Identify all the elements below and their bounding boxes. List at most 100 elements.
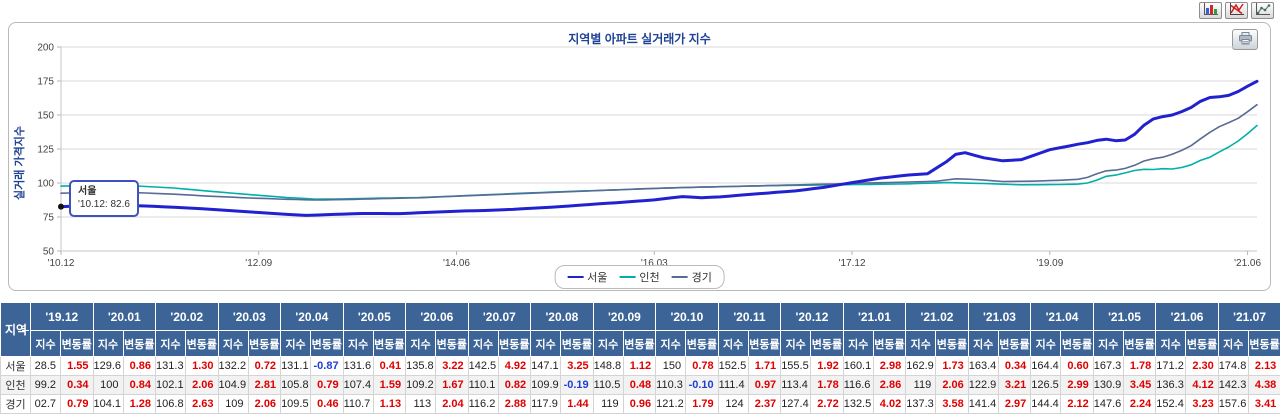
legend-item-경기[interactable]: 경기	[671, 269, 712, 285]
index-value-cell: 119	[905, 375, 937, 395]
region-column-header: 지역	[0, 302, 31, 357]
change-column-header: 변동률	[997, 330, 1032, 357]
change-column-header: 변동률	[1247, 330, 1280, 357]
change-rate-cell: 2.86	[872, 375, 907, 395]
change-column-header: 변동률	[60, 330, 94, 357]
change-rate-cell: -0.10	[685, 375, 719, 395]
index-column-header: 지수	[405, 330, 437, 357]
change-rate-cell: 2.98	[872, 356, 907, 376]
index-value-cell: 147.6	[1092, 394, 1124, 414]
index-column-header: 지수	[30, 330, 61, 357]
print-button[interactable]	[1232, 29, 1258, 50]
change-rate-cell: 2.06	[935, 375, 969, 395]
index-value-cell: 113.4	[780, 375, 812, 395]
index-value-cell: 130.9	[1092, 375, 1124, 395]
index-value-cell: 136.3	[1155, 375, 1187, 395]
index-column-header: 지수	[342, 330, 374, 357]
month-header: '20.09	[592, 302, 657, 331]
change-column-header: 변동률	[685, 330, 719, 357]
change-rate-cell: 1.92	[810, 356, 844, 376]
change-rate-cell: 1.28	[122, 394, 157, 414]
index-column-header: 지수	[1092, 330, 1124, 357]
index-value-cell: 02.7	[30, 394, 61, 414]
table-row-서울: 서울 28.5 1.55 129.6 0.86 131.3 1.30 132.2 0.72 131…	[0, 356, 1280, 376]
bar-chart-button[interactable]	[1199, 2, 1222, 19]
change-rate-cell: 0.86	[122, 356, 157, 376]
change-rate-cell: 2.12	[1060, 394, 1094, 414]
region-cell: 경기	[0, 394, 31, 414]
index-column-header: 지수	[905, 330, 937, 357]
change-rate-cell: -0.87	[310, 356, 344, 376]
index-value-cell: 142.5	[467, 356, 499, 376]
index-value-cell: 110.5	[592, 375, 624, 395]
change-rate-cell: 2.99	[1060, 375, 1094, 395]
x-tick-label: '19.09	[1036, 258, 1063, 269]
change-column-header: 변동률	[810, 330, 844, 357]
change-rate-cell: 4.38	[1247, 375, 1280, 395]
change-rate-cell: 0.78	[685, 356, 719, 376]
month-header: '21.06	[1155, 302, 1219, 331]
legend-item-서울[interactable]: 서울	[567, 269, 607, 285]
index-value-cell: 126.5	[1030, 375, 1062, 395]
change-rate-cell: 2.06	[247, 394, 282, 414]
index-value-cell: 113	[405, 394, 437, 414]
legend-item-인천[interactable]: 인천	[619, 269, 660, 285]
change-rate-cell: 3.22	[435, 356, 469, 376]
change-rate-cell: 2.88	[497, 394, 532, 414]
index-column-header: 지수	[717, 330, 749, 357]
change-rate-cell: 2.06	[185, 375, 219, 395]
zigzag-line-chart-icon	[1229, 2, 1245, 19]
change-rate-cell: 2.04	[435, 394, 469, 414]
index-value-cell: 121.2	[655, 394, 687, 414]
change-rate-cell: 0.41	[372, 356, 407, 376]
index-value-cell: 127.4	[780, 394, 812, 414]
change-rate-cell: 1.55	[60, 356, 94, 376]
price-index-line-chart[interactable]: 50 75 100 125 150 175 200 '10.12 '12.09 '14.06 '16…	[9, 23, 1270, 278]
bar-chart-icon	[1203, 2, 1219, 19]
change-rate-cell: 0.34	[60, 375, 94, 395]
change-rate-cell: 2.97	[997, 394, 1032, 414]
month-header: '20.02	[155, 302, 219, 331]
change-rate-cell: 4.92	[497, 356, 532, 376]
change-rate-cell: 0.84	[122, 375, 157, 395]
chart-panel: 지역별 아파트 실거래가 지수 50 75 100 125 150 175 200 '10.1…	[8, 22, 1271, 291]
index-value-cell: 109	[217, 394, 249, 414]
change-column-header: 변동률	[872, 330, 907, 357]
dot-line-chart-button[interactable]	[1251, 2, 1274, 19]
y-tick-label: 175	[37, 77, 54, 88]
index-value-cell: 144.4	[1030, 394, 1062, 414]
printer-icon	[1238, 31, 1253, 48]
month-header: '21.07	[1217, 302, 1280, 331]
index-value-cell: 132.2	[217, 356, 249, 376]
index-value-cell: 116.2	[467, 394, 499, 414]
index-value-cell: 155.5	[780, 356, 812, 376]
index-value-cell: 163.4	[967, 356, 999, 376]
change-rate-cell: 1.71	[747, 356, 782, 376]
index-column-header: 지수	[655, 330, 687, 357]
index-value-cell: 124	[717, 394, 749, 414]
change-rate-cell: 0.79	[60, 394, 94, 414]
month-header: '20.05	[342, 302, 407, 331]
index-column-header: 지수	[967, 330, 999, 357]
change-rate-cell: 2.37	[747, 394, 782, 414]
index-value-cell: 131.6	[342, 356, 374, 376]
change-column-header: 변동률	[622, 330, 657, 357]
index-value-cell: 171.2	[1155, 356, 1187, 376]
legend-label: 인천	[639, 272, 660, 284]
change-rate-cell: 0.48	[622, 375, 657, 395]
index-column-header: 지수	[1155, 330, 1187, 357]
change-rate-cell: 0.79	[310, 375, 344, 395]
change-rate-cell: 0.46	[310, 394, 344, 414]
index-value-cell: 110.7	[342, 394, 374, 414]
index-value-cell: 164.4	[1030, 356, 1062, 376]
region-cell: 인천	[0, 375, 31, 395]
index-value-cell: 122.9	[967, 375, 999, 395]
index-value-cell: 104.1	[92, 394, 124, 414]
month-header: '21.04	[1030, 302, 1094, 331]
index-value-cell: 142.3	[1217, 375, 1249, 395]
index-value-cell: 148.8	[592, 356, 624, 376]
tooltip-value: '10.12: 82.6	[78, 199, 130, 210]
zigzag-line-chart-button[interactable]	[1225, 2, 1248, 19]
y-tick-label: 200	[37, 43, 54, 54]
change-rate-cell: 2.81	[247, 375, 282, 395]
